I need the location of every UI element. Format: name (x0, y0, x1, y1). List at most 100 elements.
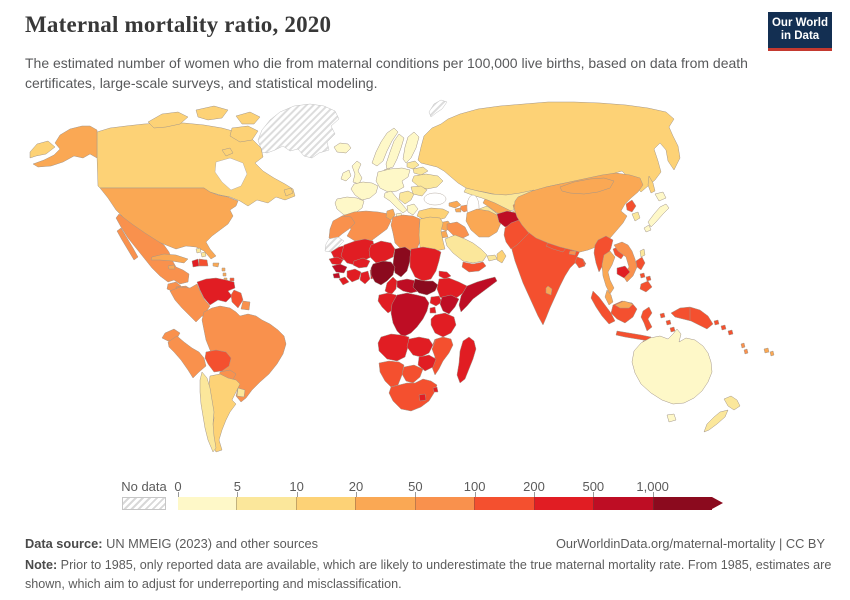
region-venezuela[interactable] (196, 277, 236, 306)
region-mozambique[interactable] (431, 336, 454, 376)
region-japan-hokkaido[interactable] (654, 191, 667, 202)
region-uae[interactable] (486, 254, 498, 262)
region-romania[interactable] (410, 185, 428, 197)
region-south-korea[interactable] (631, 211, 641, 222)
region-philippines-luzon[interactable] (635, 256, 646, 271)
region-morocco[interactable] (328, 215, 356, 241)
region-lesotho[interactable] (418, 393, 427, 402)
region-armenia[interactable] (454, 207, 462, 213)
legend-segment[interactable] (414, 497, 475, 510)
region-solomon-islands[interactable] (713, 319, 734, 336)
legend-segment[interactable] (295, 497, 356, 510)
region-niger[interactable] (368, 240, 396, 264)
region-uganda[interactable] (429, 295, 443, 307)
region-baltics[interactable] (406, 160, 420, 170)
region-philippines-mindanao[interactable] (639, 280, 653, 293)
legend-segment[interactable] (652, 497, 712, 510)
region-nigeria[interactable] (370, 260, 396, 286)
region-jamaica[interactable] (167, 264, 176, 270)
region-greenland[interactable] (257, 103, 340, 159)
region-chile[interactable] (199, 371, 217, 453)
region-sri-lanka[interactable] (545, 285, 553, 296)
region-algeria[interactable] (341, 210, 392, 247)
region-yemen[interactable] (461, 261, 487, 273)
region-sierra-leone[interactable] (332, 272, 341, 279)
region-ireland[interactable] (340, 169, 352, 182)
region-cuba[interactable] (150, 253, 189, 264)
region-baja-california[interactable] (116, 227, 139, 261)
region-svalbard[interactable] (428, 99, 448, 118)
region-south-africa[interactable] (388, 378, 438, 412)
region-somalia[interactable] (458, 276, 498, 313)
region-chukotka[interactable] (29, 140, 56, 159)
region-lesser-antilles[interactable] (221, 267, 228, 282)
region-canada-arctic-islands[interactable] (147, 105, 294, 197)
region-ghana[interactable] (359, 270, 371, 285)
region-vanuatu[interactable] (740, 342, 749, 355)
legend-segment[interactable] (178, 497, 237, 510)
legend-segment[interactable] (355, 497, 415, 510)
region-belarus[interactable] (412, 166, 429, 176)
region-balkans[interactable] (398, 190, 415, 205)
region-oman[interactable] (496, 249, 507, 264)
region-sweden[interactable] (385, 133, 405, 170)
region-eritrea[interactable] (438, 270, 452, 280)
legend-segment[interactable] (533, 497, 594, 510)
region-western-sahara[interactable] (324, 236, 345, 253)
region-sumatra[interactable] (590, 290, 616, 325)
region-new-zealand-south[interactable] (703, 409, 729, 433)
region-vietnam[interactable] (613, 241, 638, 283)
region-puerto-rico[interactable] (212, 262, 220, 268)
region-liberia[interactable] (338, 276, 350, 286)
region-mongolia[interactable] (559, 177, 615, 195)
region-japan-kyushu[interactable] (643, 224, 652, 233)
region-chad[interactable] (392, 246, 412, 278)
region-alaska[interactable] (32, 125, 98, 168)
region-south-sudan[interactable] (412, 278, 439, 296)
region-china[interactable] (513, 172, 644, 253)
region-namibia[interactable] (378, 360, 405, 388)
region-dr-congo[interactable] (390, 292, 430, 338)
region-iran[interactable] (465, 208, 502, 238)
region-cambodia[interactable] (616, 265, 631, 279)
region-france[interactable] (350, 181, 379, 201)
region-burkina-faso[interactable] (352, 257, 371, 269)
region-senegal[interactable] (328, 256, 344, 266)
region-bolivia[interactable] (204, 349, 232, 373)
owid-logo[interactable]: Our World in Data (768, 12, 832, 51)
region-trinidad[interactable] (229, 277, 235, 282)
region-malaysia-peninsula[interactable] (604, 289, 614, 306)
license-link[interactable]: OurWorldinData.org/maternal-mortality | … (555, 536, 825, 551)
region-united-kingdom[interactable] (351, 160, 363, 185)
region-bahamas[interactable] (195, 247, 207, 258)
region-new-zealand-north[interactable] (723, 395, 741, 411)
region-ethiopia[interactable] (436, 277, 468, 303)
region-japan-honshu[interactable] (647, 203, 670, 228)
region-north-korea[interactable] (625, 199, 637, 213)
region-peru[interactable] (167, 335, 207, 379)
region-sulawesi[interactable] (640, 306, 653, 332)
region-dominican-republic[interactable] (198, 258, 209, 267)
region-egypt[interactable] (418, 216, 446, 252)
region-tasmania[interactable] (666, 413, 677, 423)
legend-segment[interactable] (236, 497, 296, 510)
region-eswatini[interactable] (432, 386, 439, 393)
region-zambia[interactable] (406, 336, 434, 358)
region-norway[interactable] (371, 127, 399, 167)
region-new-guinea[interactable] (670, 306, 714, 330)
legend-no-data-swatch[interactable] (122, 497, 166, 510)
region-kenya[interactable] (439, 294, 460, 315)
region-bhutan[interactable] (568, 250, 577, 256)
region-canada[interactable] (96, 122, 296, 207)
region-libya[interactable] (390, 214, 422, 252)
region-philippines-visayas[interactable] (639, 272, 652, 282)
region-botswana[interactable] (401, 364, 424, 384)
region-georgia[interactable] (448, 200, 462, 209)
region-finland[interactable] (402, 131, 420, 164)
region-rwanda-burundi[interactable] (429, 306, 437, 314)
region-iraq[interactable] (446, 221, 470, 240)
region-uruguay[interactable] (236, 387, 246, 398)
region-iceland[interactable] (333, 142, 352, 154)
region-guyana[interactable] (230, 289, 244, 309)
region-cameroon[interactable] (384, 276, 398, 296)
